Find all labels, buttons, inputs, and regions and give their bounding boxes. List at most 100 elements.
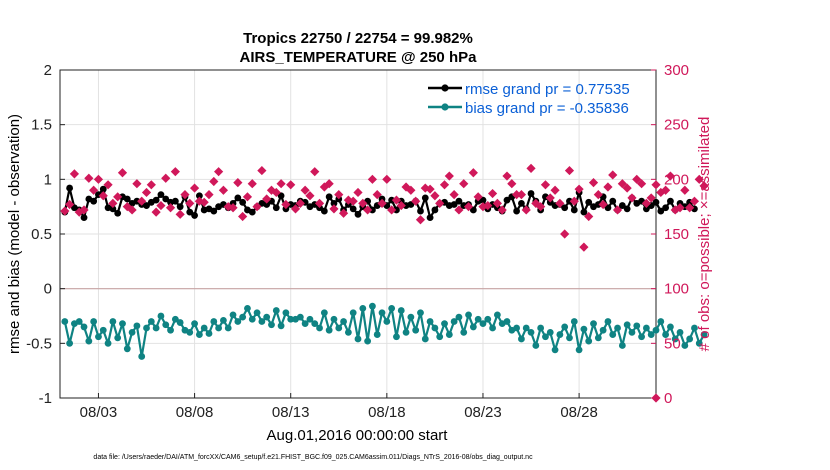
bias-point <box>594 334 602 342</box>
bias-point <box>469 323 477 331</box>
chart-subtitle: AIRS_TEMPERATURE @ 250 hPa <box>240 49 478 66</box>
bias-point <box>104 339 112 347</box>
rmse-point <box>561 204 569 212</box>
y-tick-label-left: 0 <box>44 281 52 298</box>
bias-point <box>513 324 521 332</box>
rmse-point <box>349 205 357 213</box>
nobs-marker <box>540 180 551 190</box>
nobs-marker <box>300 185 310 195</box>
x-axis-label: Aug.01,2016 00:00:00 start <box>267 427 449 444</box>
rmse-point <box>369 206 376 214</box>
rmse-point <box>162 195 170 203</box>
rmse-point <box>657 207 665 215</box>
nobs-marker <box>117 168 128 178</box>
nobs-marker <box>257 165 267 176</box>
bias-point <box>450 318 458 325</box>
nobs-marker <box>98 191 108 201</box>
bias-point <box>186 329 194 336</box>
nobs-marker <box>281 199 291 210</box>
bias-point <box>330 315 338 323</box>
bias-point <box>90 318 98 325</box>
bias-point <box>167 326 174 334</box>
nobs-marker <box>694 174 704 184</box>
legend-rmse-text: rmse grand pr = 0.77535 <box>465 81 630 98</box>
bias-point <box>518 335 525 343</box>
rmse-point <box>585 198 593 206</box>
bias-point <box>609 331 617 338</box>
rmse-point <box>272 204 280 212</box>
rmse-point <box>407 201 415 208</box>
bias-point <box>320 309 328 317</box>
bias-point <box>527 329 535 336</box>
bias-point <box>407 313 415 321</box>
nobs-marker <box>113 192 123 202</box>
nobs-marker <box>459 179 469 189</box>
rmse-point <box>90 197 98 205</box>
y-tick-label-left: 2 <box>44 62 52 79</box>
data-file-footnote: data file: /Users/raeder/DAI/ATM_forcXX/… <box>93 454 533 461</box>
bias-point <box>239 313 247 321</box>
bias-point <box>489 324 496 332</box>
bias-point <box>99 326 107 334</box>
rmse-point <box>455 197 463 205</box>
nobs-marker <box>180 190 190 200</box>
bias-point <box>133 322 141 330</box>
nobs-marker <box>588 178 599 188</box>
bias-point <box>369 302 376 310</box>
bias-point <box>561 323 569 331</box>
bias-point <box>537 324 545 332</box>
bias-point <box>138 353 146 360</box>
bias-point <box>195 331 203 338</box>
nobs-marker <box>516 190 527 200</box>
bias-point <box>417 309 424 317</box>
nobs-marker <box>536 202 546 212</box>
nobs-marker <box>487 188 498 199</box>
bias-point <box>128 329 136 336</box>
bias-point <box>542 333 549 341</box>
bias-point <box>642 324 650 332</box>
nobs-marker <box>584 211 594 222</box>
bias-point <box>272 307 280 314</box>
bias-point <box>585 337 593 345</box>
legend-bias-text: bias grand pr = -0.35836 <box>465 100 629 117</box>
bias-point <box>638 333 645 341</box>
nobs-marker <box>151 207 161 217</box>
nobs-marker <box>608 170 618 180</box>
rmse-point <box>109 205 117 213</box>
nobs-marker <box>646 193 656 203</box>
bias-point <box>171 315 179 323</box>
x-tick-label: 08/03 <box>80 404 118 421</box>
nobs-marker <box>425 184 435 194</box>
nobs-marker <box>593 190 603 200</box>
bias-point <box>551 346 559 354</box>
rmse-point <box>99 185 107 193</box>
nobs-marker <box>343 195 353 205</box>
nobs-marker <box>242 192 253 202</box>
rmse-point <box>503 196 511 204</box>
nobs-marker <box>60 206 70 216</box>
rmse-point <box>594 201 602 208</box>
nobs-marker <box>161 173 171 183</box>
nobs-marker <box>324 179 334 189</box>
nobs-marker <box>636 179 647 189</box>
bias-point <box>200 324 208 332</box>
rmse-point <box>450 201 458 208</box>
bias-point <box>123 345 131 353</box>
nobs-marker <box>204 190 214 200</box>
nobs-marker <box>329 204 339 214</box>
bias-point <box>397 307 405 314</box>
y-tick-label-right: 300 <box>664 62 689 79</box>
nobs-marker <box>603 182 613 192</box>
nobs-marker <box>310 167 320 177</box>
bias-point <box>229 311 237 319</box>
x-tick-label: 08/08 <box>176 404 214 421</box>
nobs-marker <box>185 198 195 208</box>
rmse-point <box>662 204 670 212</box>
nobs-marker <box>502 171 512 181</box>
rmse-point <box>157 191 165 199</box>
bias-point <box>95 333 102 341</box>
nobs-marker <box>550 185 560 195</box>
x-tick-label: 08/18 <box>368 404 406 421</box>
bias-point <box>599 326 607 334</box>
nobs-marker <box>665 171 676 181</box>
